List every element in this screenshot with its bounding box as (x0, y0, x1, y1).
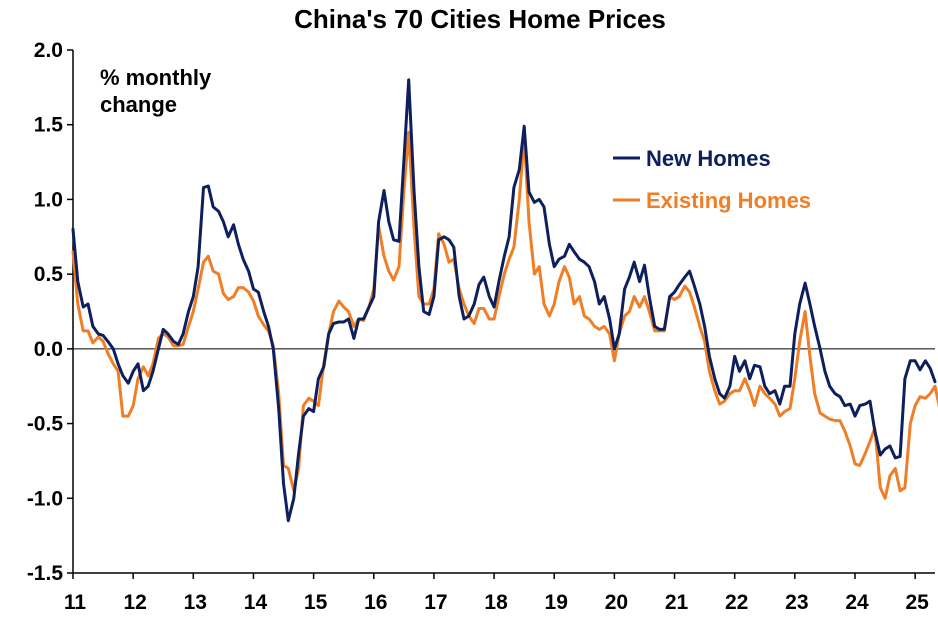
y-tick-label: -1.0 (27, 487, 63, 510)
legend-label-new-homes: New Homes (646, 146, 771, 171)
legend: New Homes Existing Homes (613, 146, 811, 213)
y-axis-label-line: % monthly (100, 65, 212, 90)
y-tick-label: 1.5 (34, 114, 64, 137)
x-tick-label: 22 (725, 591, 748, 614)
series-line-existing-homes (71, 130, 938, 500)
x-tick-label: 23 (785, 591, 808, 614)
x-tick-label: 12 (123, 591, 146, 614)
x-tick-label: 14 (244, 591, 268, 614)
y-tick-label: -1.5 (27, 562, 64, 585)
x-tick-label: 21 (665, 591, 689, 614)
legend-label-existing-homes: Existing Homes (646, 188, 811, 213)
y-tick-label: 1.0 (34, 188, 63, 211)
y-tick-label: -0.5 (27, 413, 64, 436)
x-tick-label: 25 (905, 591, 929, 614)
x-tick-label: 19 (545, 591, 568, 614)
series-line-new-homes (71, 78, 937, 523)
y-tick-label: 0.5 (34, 263, 64, 286)
x-tick-label: 18 (484, 591, 508, 614)
x-tick-label: 15 (304, 591, 328, 614)
y-axis: -1.5 -1.0 -0.5 0.0 0.5 1.0 1.5 2.0 (27, 39, 73, 585)
y-axis-label-line: change (100, 92, 177, 117)
x-tick-label: 20 (605, 591, 628, 614)
chart-title: China's 70 Cities Home Prices (294, 4, 666, 34)
y-tick-label: 0.0 (34, 338, 63, 361)
x-tick-label: 13 (184, 591, 207, 614)
x-tick-label: 24 (845, 591, 869, 614)
x-axis: 11 12 13 14 15 16 17 18 19 20 21 22 23 24 25 (64, 573, 929, 614)
x-tick-label: 16 (364, 591, 387, 614)
series-lines (71, 78, 938, 523)
y-tick-label: 2.0 (34, 39, 63, 62)
x-tick-label: 17 (424, 591, 447, 614)
x-tick-label: 11 (64, 591, 87, 614)
